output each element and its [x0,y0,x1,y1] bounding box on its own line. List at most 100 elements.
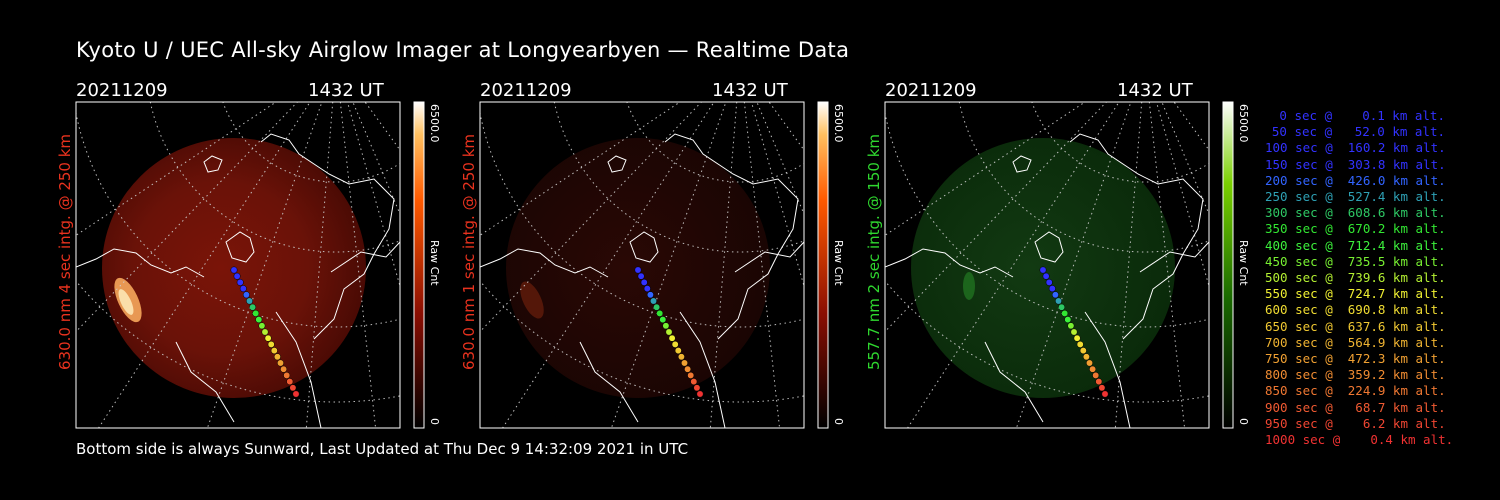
trajectory-point [653,303,661,311]
trajectory-point [1067,322,1075,330]
trajectory-point [681,359,688,367]
coastline [275,241,400,428]
trajectory-point [261,328,269,336]
legend-row: 850 sec @ 224.9 km alt. [1265,383,1446,399]
trajectory-point [242,291,250,299]
legend-row: 350 sec @ 670.2 km alt. [1265,221,1446,237]
trajectory-point [690,378,698,386]
trajectory-point [292,390,300,398]
trajectory-point [1101,390,1109,398]
panel-time: 1432 UT [712,80,788,101]
legend-row: 200 sec @ 426.0 km alt. [1265,172,1446,188]
coastline [679,241,804,428]
trajectory-point [277,359,284,367]
trajectory-point [637,272,645,280]
trajectory-point [643,285,651,293]
trajectory-point [1098,384,1106,392]
trajectory-point [289,384,297,392]
trajectory-point [696,390,704,398]
legend-row: 650 sec @ 637.6 km alt. [1265,318,1446,334]
trajectory-point [1042,272,1050,280]
trajectory-point [1070,328,1078,336]
trajectory-point [230,266,238,274]
colorbar-unit-label: Raw Cnt [832,240,845,286]
legend-row: 400 sec @ 712.4 km alt. [1265,237,1446,253]
trajectory-point [1045,278,1053,286]
panel-wavelength-label: 557.7 nm 2 sec intg. @ 150 km [865,133,883,370]
coastline [885,248,1044,423]
all-sky-panel-1 [75,101,425,429]
trajectory-point [684,365,692,373]
trajectory-point [286,378,294,386]
colorbar-min-label: 0 [832,418,845,425]
trajectory-point [264,334,272,342]
coastline [260,133,395,340]
trajectory-point [646,291,654,299]
all-sky-panel-3 [884,101,1234,429]
legend-row: 800 sec @ 359.2 km alt. [1265,367,1446,383]
panel-time: 1432 UT [308,80,384,101]
colorbar-unit-label: Raw Cnt [1237,240,1250,286]
panel-wavelength-label: 630.0 nm 4 sec intg. @ 250 km [56,133,74,370]
panel-date: 20211209 [885,80,977,101]
trajectory-point [1086,359,1093,367]
trajectory-point [270,347,278,355]
legend-row: 300 sec @ 608.6 km alt. [1265,205,1446,221]
legend-row: 250 sec @ 527.4 km alt. [1265,189,1446,205]
trajectory-point [1048,285,1056,293]
colorbar-unit-label: Raw Cnt [428,240,441,286]
legend-row: 500 sec @ 739.6 km alt. [1265,270,1446,286]
trajectory-point [246,297,253,305]
panel-time: 1432 UT [1117,80,1193,101]
legend-row: 50 sec @ 52.0 km alt. [1271,124,1445,140]
trajectory-point [283,371,291,379]
trajectory-point [650,297,657,305]
coastline [203,155,255,263]
panel-wavelength-label: 630.0 nm 1 sec intg. @ 250 km [460,133,478,370]
trajectory-point [665,328,673,336]
colorbar-max-label: 6500.0 [1237,104,1250,143]
trajectory-point [267,340,275,348]
coastline [76,248,235,423]
legend-row: 100 sec @ 160.2 km alt. [1265,140,1446,156]
colorbar [413,101,425,429]
colorbar-max-label: 6500.0 [428,104,441,143]
colorbar-max-label: 6500.0 [832,104,845,143]
trajectory-point [687,371,695,379]
trajectory-point [1055,297,1062,305]
trajectory-point [634,266,642,274]
trajectory-point [280,365,288,373]
coastline [1084,241,1209,428]
trajectory-point [656,309,664,317]
legend-row: 450 sec @ 735.5 km alt. [1265,253,1446,269]
trajectory-point [1082,353,1090,361]
trajectory-point [1058,303,1066,311]
trajectory-point [662,322,670,330]
legend-row: 1000 sec @ 0.4 km alt. [1265,432,1454,448]
trajectory-point [1079,347,1087,355]
colorbar [1222,101,1234,429]
trajectory-point [1089,365,1097,373]
panel-date: 20211209 [76,80,168,101]
panel-date: 20211209 [480,80,572,101]
trajectory-point [236,278,244,286]
trajectory-point [233,272,241,280]
coastline [1069,133,1204,340]
trajectory-point [1051,291,1059,299]
trajectory-point [249,303,257,311]
trajectory-point [1039,266,1047,274]
trajectory-point [693,384,701,392]
coastline [607,155,659,263]
trajectory-point [1064,316,1072,324]
colorbar [817,101,829,429]
trajectory-point [671,340,679,348]
trajectory-point [273,353,281,361]
panel-frame [479,101,805,429]
footer-note: Bottom side is always Sunward, Last Upda… [76,440,689,458]
legend-row: 750 sec @ 472.3 km alt. [1265,351,1446,367]
legend-row: 950 sec @ 6.2 km alt. [1265,415,1446,431]
trajectory-point [1073,334,1081,342]
trajectory-point [239,285,247,293]
page-title: Kyoto U / UEC All-sky Airglow Imager at … [76,38,850,62]
